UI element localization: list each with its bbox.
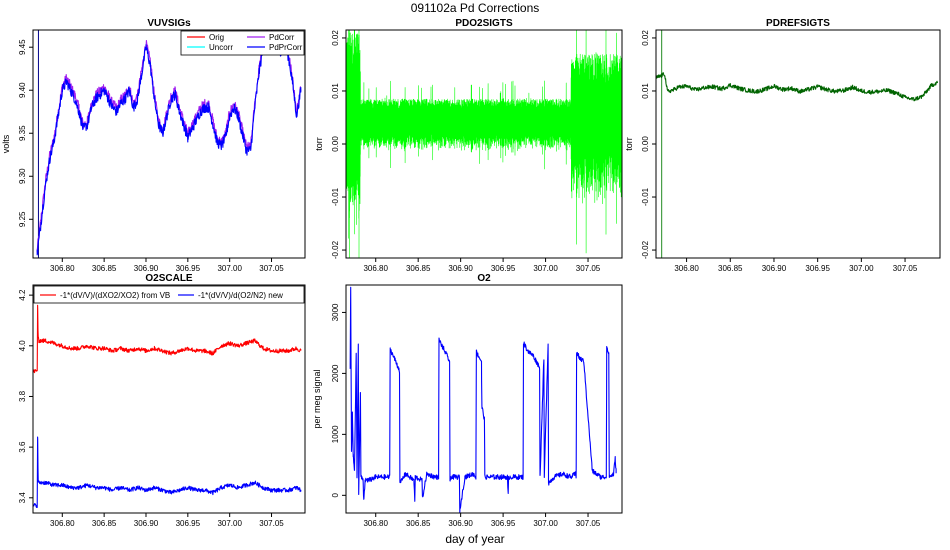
series-o2 [349,286,617,513]
x-tick-label: 306.85 [92,519,117,528]
x-tick-label: 306.85 [406,264,431,273]
series--1-dv-v-d-o2-n2-new [33,436,302,508]
panel-pdo2sigts: PDO2SIGTS torr 306.80 306.85 306.90 306.95 307… [314,18,623,273]
y-tick-label: -0.02 [331,240,340,259]
y-tick-label: 0.00 [331,136,340,152]
x-tick-label: 307.00 [217,264,242,273]
x-tick-label: 306.90 [448,519,473,528]
x-tick-label: 307.00 [533,519,558,528]
x-tick-label: 306.80 [363,264,388,273]
y-tick-label: 9.25 [18,211,27,227]
y-tick-label: 0.02 [331,30,340,46]
y-tick-label: -0.02 [641,240,650,259]
plot-area [36,30,302,258]
x-tick-label: 306.95 [491,519,516,528]
y-tick-label: 9.45 [18,39,27,55]
y-axis-label: torr [624,137,634,151]
plot-frame [345,284,623,514]
plot-frame [32,29,306,259]
y-tick-label: 0 [331,493,340,498]
panel-title: VUVSIGs [147,18,191,29]
y-tick-label: 0.01 [641,83,650,99]
legend: -1*(dV/V)/(dXO2/XO2) from VB -1*(dV/V)/d(… [33,285,305,304]
y-axis-label: per meg signal [312,369,322,428]
y-tick-label: 3000 [331,303,340,321]
y-tick-label: 1000 [331,425,340,443]
plot-area [346,30,622,258]
x-axis-label: day of year [445,532,504,546]
legend-label: PdPrCorr [269,43,303,52]
y-tick-label: 4.0 [18,340,27,352]
plot-area [656,30,938,258]
x-tick-label: 306.90 [762,264,787,273]
x-tick-label: 306.90 [134,519,159,528]
y-axis-label: torr [314,137,324,151]
x-tick-label: 306.85 [92,264,117,273]
x-tick-label: 306.95 [491,264,516,273]
x-tick-label: 307.00 [849,264,874,273]
y-tick-label: 0.02 [641,30,650,46]
series-pdrefsig [656,72,938,102]
panel-title: O2SCALE [145,273,193,284]
x-tick-label: 307.05 [893,264,918,273]
y-tick-label: -0.01 [641,187,650,206]
x-tick-label: 307.05 [576,264,601,273]
y-tick-label: 9.30 [18,168,27,184]
x-tick-label: 307.05 [259,519,284,528]
panel-title: O2 [477,273,491,284]
x-tick-label: 306.85 [406,519,431,528]
legend-label: Orig [209,33,224,42]
x-tick-label: 306.95 [176,264,201,273]
y-tick-label: 4.2 [18,289,27,301]
x-tick-label: 306.80 [363,519,388,528]
panel-vuvsigs: VUVSIGs volts 306.80 306.85 306.90 306.95 307.… [1,18,306,273]
panel-o2: O2 per meg signal 306.80 306.85 306.90 306.95… [312,273,623,528]
figure-title: 091102a Pd Corrections [411,1,540,15]
y-tick-label: 3.8 [18,390,27,402]
x-tick-label: 306.90 [448,264,473,273]
x-tick-label: 306.80 [50,519,75,528]
panel-o2scale: O2SCALE 306.80 306.85 306.90 306.95 307.00 307… [18,273,306,528]
y-tick-label: 3.6 [18,441,27,453]
y-tick-label: -0.01 [331,187,340,206]
panel-pdrefsigts: PDREFSIGTS torr 306.80 306.85 306.90 306.95 30… [624,18,941,273]
panel-title: PDO2SIGTS [455,18,513,29]
x-tick-label: 307.05 [576,519,601,528]
x-tick-label: 306.85 [718,264,743,273]
y-tick-label: 3.4 [18,492,27,504]
legend-label: Uncorr [209,43,233,52]
plot-area [33,304,302,508]
x-tick-label: 306.90 [134,264,159,273]
x-tick-label: 307.00 [217,519,242,528]
x-tick-label: 307.05 [259,264,284,273]
plot-frame [655,29,941,259]
plot-frame [32,284,306,514]
y-tick-label: 9.35 [18,125,27,141]
legend-label: -1*(dV/V)/(dXO2/XO2) from VB [60,291,170,300]
x-tick-label: 306.80 [50,264,75,273]
series-pdo2sig [346,30,622,258]
series--1-dv-v-dxo2-xo2-from-vb [33,304,302,374]
legend-label: PdCorr [269,33,295,42]
x-tick-label: 306.95 [805,264,830,273]
x-tick-label: 306.95 [176,519,201,528]
y-tick-label: 9.40 [18,82,27,98]
x-tick-label: 306.80 [674,264,699,273]
y-tick-label: 0.01 [331,83,340,99]
series-pdprcorr [36,33,302,256]
y-tick-label: 2000 [331,364,340,382]
legend-label: -1*(dV/V)/d(O2/N2) new [198,291,283,300]
x-tick-label: 307.00 [533,264,558,273]
legend-box [180,30,305,56]
plot-area [349,286,617,513]
legend-box [33,285,305,304]
y-axis-label: volts [1,134,11,153]
y-tick-label: 0.00 [641,136,650,152]
panel-title: PDREFSIGTS [766,18,830,29]
